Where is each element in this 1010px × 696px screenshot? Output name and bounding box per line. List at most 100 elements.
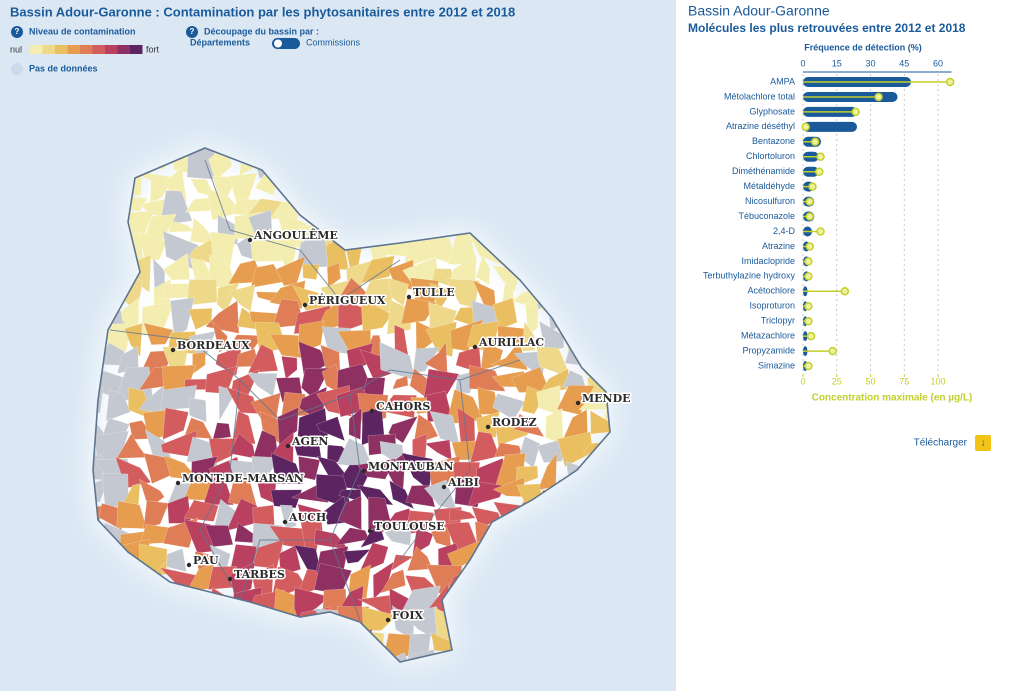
city-dot [282, 519, 288, 525]
city-dot [406, 294, 412, 300]
category-label: AMPA [770, 76, 795, 86]
lollipop-dot [804, 302, 813, 311]
lollipop-dot [851, 107, 860, 117]
map-cell [271, 452, 304, 485]
map-cell [384, 520, 413, 546]
map-cell [297, 407, 329, 445]
map-cell [475, 254, 491, 286]
city-dot [369, 408, 375, 414]
lollipop-dot [805, 212, 814, 221]
x-tick-label: 30 [865, 58, 875, 68]
legend-swatch [67, 45, 80, 54]
legend-swatch [42, 45, 55, 54]
category-label: Propyzamide [742, 345, 795, 355]
download-button[interactable] [975, 435, 991, 451]
map-cell [203, 476, 234, 506]
panel-background [676, 0, 1010, 691]
map-cell [467, 481, 506, 507]
map-cell [388, 415, 419, 444]
city-dot [186, 562, 192, 568]
map-cell [211, 320, 228, 353]
category-label: Nicosulfuron [745, 196, 795, 206]
map-cell [492, 393, 526, 421]
category-label: Atrazine déséthyl [726, 121, 795, 131]
map-cell [143, 500, 169, 530]
legend-swatch [80, 45, 93, 54]
city-label: PAU [193, 554, 219, 567]
lollipop-dot [804, 272, 813, 281]
lollipop-dot [808, 182, 817, 191]
category-label: Terbuthylazine hydroxy [703, 271, 796, 281]
map-cell [362, 606, 398, 631]
legend-swatch [92, 45, 105, 54]
city-label: ALBI [447, 476, 479, 489]
x2-tick-label: 50 [865, 376, 875, 386]
map-cell [401, 297, 437, 325]
map-cell [497, 325, 529, 346]
map-cell [188, 330, 216, 359]
department-borders [109, 159, 521, 621]
category-label: Métaldéhyde [743, 181, 795, 191]
map-cell [188, 397, 207, 423]
category-label: Glyphosate [749, 106, 795, 116]
category-label: Triclopyr [761, 316, 795, 326]
lollipop-dot [874, 92, 883, 102]
city-dot [361, 468, 367, 474]
city-label: MENDE [582, 392, 631, 405]
category-label: Atrazine [762, 241, 795, 251]
map-cell [448, 507, 477, 522]
map-cell [490, 340, 528, 371]
map-cell [456, 407, 476, 444]
map-cell [250, 392, 281, 423]
lollipop-dot [814, 167, 824, 176]
city-label: PÉRIGUEUX [309, 293, 386, 307]
city-label: FOIX [392, 609, 424, 622]
map-cell [539, 368, 569, 394]
map-cell [603, 388, 610, 424]
map-cell [348, 407, 362, 440]
lollipop-dot [801, 122, 810, 132]
x2-tick-label: 100 [930, 376, 945, 386]
map-cell [425, 321, 457, 358]
legend-swatch [105, 45, 118, 54]
help-icon[interactable] [11, 26, 23, 38]
split-label: Découpage du bassin par : [204, 26, 319, 36]
lollipop-dot [805, 197, 814, 206]
city-label: RODEZ [492, 416, 537, 429]
city-label: AGEN [291, 435, 328, 448]
download-label[interactable]: Télécharger [914, 438, 968, 449]
help-icon[interactable] [186, 26, 198, 38]
map-title: Bassin Adour-Garonne : Contamination par… [10, 4, 515, 19]
legend-swatch [30, 45, 43, 54]
map-cell [298, 456, 321, 481]
x-tick-label: 45 [899, 58, 909, 68]
legend-swatch [117, 45, 130, 54]
city-dot [485, 424, 491, 430]
city-dot [367, 528, 373, 534]
city-dot [472, 344, 478, 350]
x-axis-title: Fréquence de détection (%) [804, 42, 922, 52]
map-cell [212, 422, 232, 440]
city-label: MONTAUBAN [368, 460, 453, 473]
category-label: Chlortoluron [746, 151, 795, 161]
panel-subtitle: Molécules les plus retrouvées entre 2012… [688, 21, 966, 35]
map-cell [277, 407, 299, 446]
cities: ANGOULÊME PÉRIGUEUX TULLE BORDEAUX AURILLAC C… [170, 227, 632, 624]
city-label: CAHORS [376, 400, 430, 413]
map-cell [521, 321, 536, 352]
city-label: TOULOUSE [374, 520, 445, 533]
basin-outline [92, 147, 611, 663]
category-label: Métolachlore total [724, 91, 795, 101]
map-cell [162, 407, 189, 440]
map-cell [143, 322, 174, 345]
legend-low: nul [10, 44, 22, 54]
map-cell [358, 542, 389, 575]
x-tick-label: 0 [800, 58, 805, 68]
no-data-label: Pas de données [29, 63, 98, 73]
legend-swatch [130, 45, 143, 54]
city-dot [247, 237, 253, 243]
map-cell [360, 255, 395, 284]
map-cell [343, 549, 371, 564]
map-cell [392, 375, 409, 390]
lollipop-dot [828, 346, 837, 356]
